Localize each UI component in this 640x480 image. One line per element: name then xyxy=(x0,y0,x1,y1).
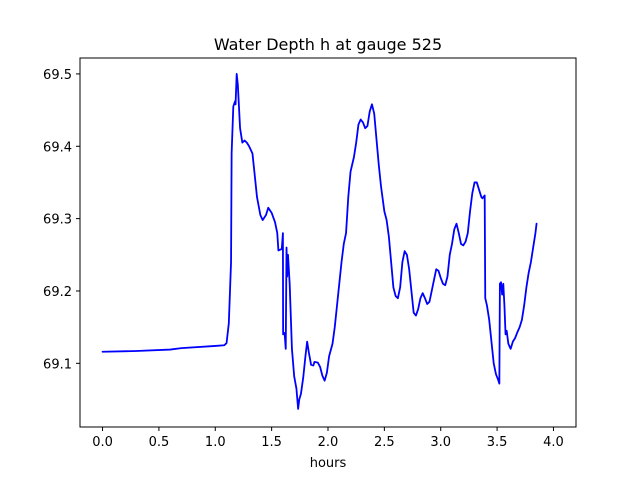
y-tick-label: 69.5 xyxy=(43,68,72,83)
x-tick-label: 4.0 xyxy=(543,435,564,450)
y-axis: 69.1 69.2 69.3 69.4 69.5 xyxy=(43,68,80,372)
x-tick-label: 2.0 xyxy=(318,435,339,450)
chart-title: Water Depth h at gauge 525 xyxy=(214,35,442,54)
x-tick-label: 0.0 xyxy=(92,435,113,450)
y-tick-label: 69.4 xyxy=(43,140,72,155)
x-tick-label: 2.5 xyxy=(374,435,395,450)
x-tick-label: 3.5 xyxy=(487,435,508,450)
plot-frame xyxy=(79,57,577,428)
series-line xyxy=(101,73,538,410)
x-tick-label: 0.5 xyxy=(149,435,170,450)
x-tick-label: 1.0 xyxy=(205,435,226,450)
x-tick-label: 1.5 xyxy=(261,435,282,450)
y-tick-label: 69.1 xyxy=(43,357,72,372)
x-axis: 0.0 0.5 1.0 1.5 2.0 2.5 3.0 3.5 4.0 xyxy=(92,427,564,450)
x-axis-label: hours xyxy=(310,456,347,471)
y-tick-label: 69.2 xyxy=(43,285,72,300)
y-tick-label: 69.3 xyxy=(43,213,72,228)
x-tick-label: 3.0 xyxy=(430,435,451,450)
